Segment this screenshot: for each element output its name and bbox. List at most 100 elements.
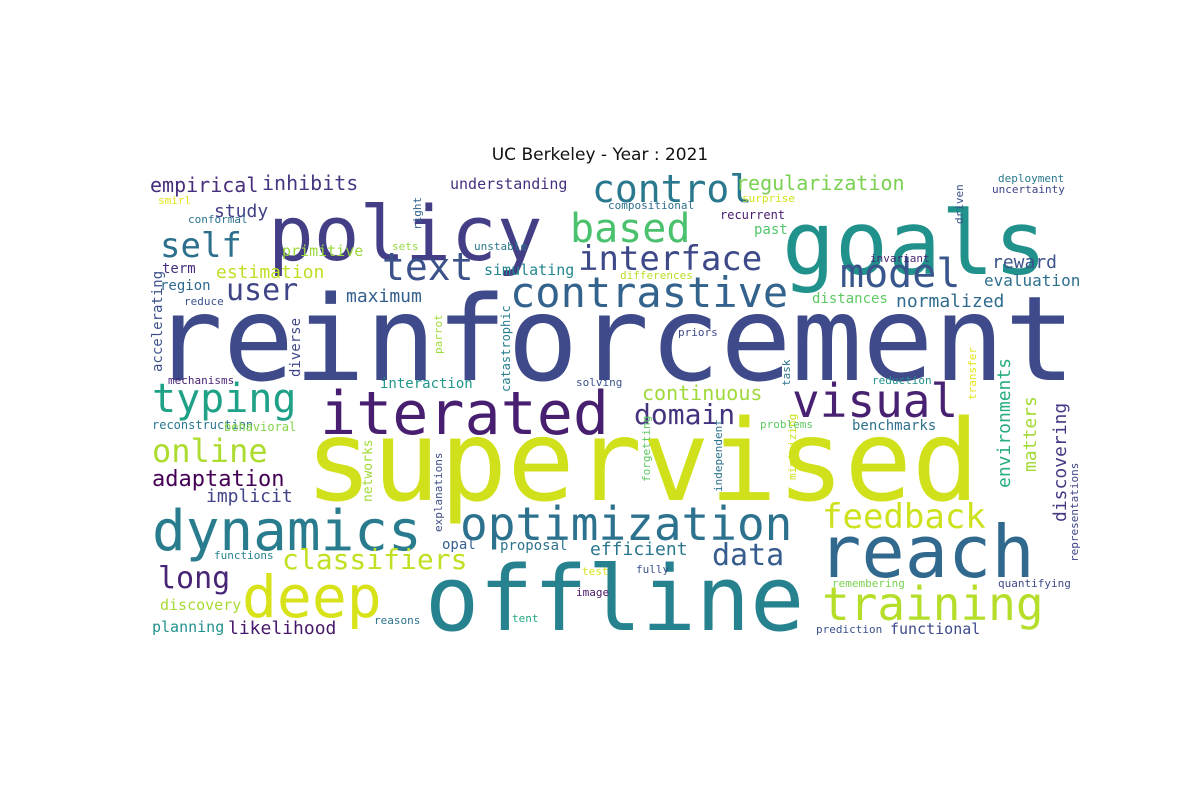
cloud-word-interaction: interaction [380,376,473,392]
cloud-word-sets: sets [392,240,419,253]
cloud-word-benchmarks: benchmarks [852,418,936,434]
cloud-word-interface: interface [578,239,762,279]
cloud-word-regularization: regularization [736,172,905,195]
cloud-word-reduction: reduction [872,374,932,387]
cloud-word-representations: representations [1068,463,1080,562]
cloud-word-text: text [382,245,474,289]
cloud-word-simulating: simulating [484,261,574,279]
cloud-word-differences: differences [620,269,693,282]
cloud-word-adaptation: adaptation [152,467,284,492]
cloud-word-driven: driven [953,184,966,224]
cloud-word-distances: distances [812,291,888,307]
cloud-word-image: image [576,586,609,599]
cloud-word-tent: tent [512,612,539,625]
cloud-word-continuous: continuous [642,381,762,405]
cloud-word-model: model [840,251,960,297]
cloud-word-explanations: explanations [432,453,445,532]
cloud-word-minimizing: minimizing [786,414,799,480]
cloud-word-reconstruction: reconstruction [152,418,253,432]
cloud-word-self: self [160,226,242,266]
cloud-word-training: training [822,577,1044,631]
cloud-word-inhibits: inhibits [262,172,358,195]
cloud-word-test: test [582,565,609,578]
cloud-word-understanding: understanding [450,175,567,193]
cloud-word-discovering: discovering [1050,403,1071,522]
cloud-word-remembering: remembering [832,577,905,590]
cloud-word-feedback: feedback [822,497,986,537]
cloud-word-priors: priors [678,326,718,339]
cloud-word-term: term [162,261,196,277]
cloud-word-networks: networks [361,439,376,502]
cloud-word-control: control [592,172,752,211]
cloud-word-planning: planning [152,618,224,636]
cloud-word-functions: functions [214,549,274,562]
chart-title: UC Berkeley - Year : 2021 [491,145,709,165]
cloud-word-prediction: prediction [816,623,882,636]
cloud-word-domain: domain [634,398,735,431]
cloud-word-compositional: compositional [608,199,694,212]
cloud-word-problems: problems [760,418,813,431]
cloud-word-mechanisms: mechanisms [168,374,234,387]
cloud-word-uncertainty: uncertainty [992,183,1065,196]
cloud-word-fully: fully [636,563,669,576]
cloud-word-data: data [712,538,784,573]
cloud-word-unstable: unstable [474,240,527,253]
cloud-word-deep: deep [242,563,382,631]
cloud-word-based: based [570,206,690,252]
cloud-word-reward: reward [992,252,1057,273]
cloud-word-optimization: optimization [460,497,792,551]
cloud-word-classifiers: classifiers [282,543,467,576]
cloud-word-right: right [411,197,424,230]
cloud-word-online: online [152,432,268,470]
cloud-word-study: study [214,201,268,222]
cloud-word-surprise: surprise [742,192,795,205]
cloud-word-contrastive: contrastive [510,268,788,317]
cloud-word-reduce: reduce [184,295,224,308]
cloud-word-environments: environments [994,358,1015,488]
cloud-word-recurrent: recurrent [720,208,785,222]
cloud-word-smirl: smirl [158,194,191,207]
cloud-word-behavioral: behavioral [224,420,296,434]
cloud-word-goals: goals [782,192,1047,295]
cloud-word-reasons: reasons [374,614,420,627]
cloud-word-catastrophic: catastrophic [499,305,513,392]
cloud-word-matters: matters [1020,396,1041,472]
cloud-word-discovery: discovery [160,596,241,614]
cloud-word-supervised: supervised [305,397,979,527]
cloud-word-functional: functional [890,620,980,638]
cloud-word-quantifying: quantifying [998,577,1071,590]
cloud-word-conformal: conformal [188,213,248,226]
cloud-word-reach: reach [818,510,1035,594]
cloud-word-dynamics: dynamics [152,499,422,564]
cloud-word-accelerating: accelerating [150,271,166,372]
cloud-word-opal: opal [442,537,476,553]
cloud-word-maximum: maximum [346,286,422,307]
cloud-word-likelihood: likelihood [228,618,336,638]
cloud-word-proposal: proposal [500,538,567,554]
cloud-word-typing: typing [152,376,297,422]
cloud-word-empirical: empirical [150,173,258,197]
cloud-word-task: task [780,359,793,386]
cloud-word-visual: visual [792,374,958,428]
cloud-word-iterated: iterated [320,379,609,449]
cloud-word-estimation: estimation [216,262,324,283]
cloud-word-implicit: implicit [206,486,293,507]
cloud-word-evaluation: evaluation [984,271,1080,290]
cloud-word-solving: solving [576,376,622,389]
cloud-word-independent: independent [712,419,725,492]
cloud-word-primitive: primitive [282,242,363,260]
cloud-word-policy: policy [268,189,543,278]
cloud-word-invariant: invariant [870,252,930,265]
cloud-word-parrot: parrot [432,314,445,354]
cloud-word-transfer: transfer [966,347,979,400]
cloud-word-long: long [158,561,230,596]
cloud-word-region: region [160,278,211,294]
cloud-word-deployment: deployment [998,172,1064,185]
cloud-word-forgetting: forgetting [640,416,653,482]
cloud-word-efficient: efficient [590,539,688,560]
cloud-word-past: past [754,222,788,238]
cloud-word-offline: offline [425,547,804,638]
cloud-word-user: user [226,273,298,308]
cloud-word-reinforcement: reinforcement [152,270,1076,408]
